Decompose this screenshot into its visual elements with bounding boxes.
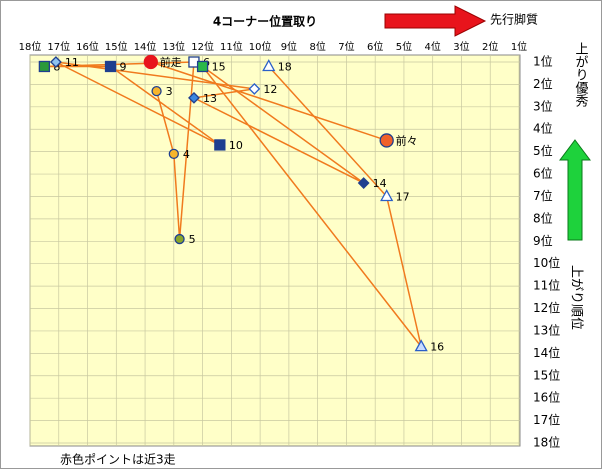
y-tick-label: 6位 [533, 166, 553, 181]
connector-line [150, 61, 387, 142]
point [414, 339, 428, 352]
point [38, 60, 51, 73]
point-label: 9 [120, 60, 127, 73]
point-label: 5 [189, 233, 196, 246]
y-tick-label: 18位 [533, 435, 560, 450]
y-tick-label: 5位 [533, 143, 553, 158]
y-tick-label: 13位 [533, 322, 560, 337]
y-tick-label: 14位 [533, 345, 560, 360]
point-label: 14 [373, 177, 387, 190]
point-label: 13 [203, 92, 217, 105]
point [168, 148, 179, 160]
x-tick-label: 6位 [367, 40, 383, 53]
footnote: 赤色ポイントは近3走 [60, 453, 176, 467]
point [143, 54, 158, 70]
x-annotation: 先行脚質 [490, 12, 538, 27]
y-tick-label: 3位 [533, 98, 553, 113]
point [379, 133, 394, 148]
point [357, 177, 370, 189]
point-label: 17 [396, 190, 410, 203]
point [262, 59, 276, 72]
x-tick-label: 17位 [47, 40, 70, 53]
x-tick-label: 2位 [482, 40, 498, 53]
point [380, 189, 394, 202]
point-label: 8 [53, 60, 60, 73]
y-tick-label: 15位 [533, 367, 560, 382]
arrow-right [384, 5, 487, 37]
point-label: 前走 [160, 55, 182, 69]
y-tick-label: 1位 [533, 54, 553, 69]
x-tick-label: 7位 [338, 40, 354, 53]
y-tick-label: 8位 [533, 210, 553, 225]
y-tick-label: 17位 [533, 412, 560, 427]
point-label: 12 [263, 83, 277, 96]
x-tick-label: 14位 [134, 40, 157, 53]
point-label: 15 [212, 60, 226, 73]
y-tick-label: 2位 [533, 76, 553, 91]
point [104, 60, 117, 73]
point-label: 18 [278, 60, 292, 73]
x-tick-label: 3位 [453, 40, 469, 53]
x-tick-label: 13位 [162, 40, 185, 53]
y-tick-label: 12位 [533, 300, 560, 315]
x-tick-label: 1位 [511, 40, 527, 53]
x-tick-label: 8位 [309, 40, 325, 53]
plot-area [29, 54, 521, 447]
point [49, 56, 62, 68]
point-label: 16 [430, 341, 444, 354]
point [248, 82, 261, 95]
y-tick-label: 11位 [533, 278, 560, 293]
y-axis-label: 上がり順位 [569, 265, 584, 330]
x-tick-label: 18位 [19, 40, 42, 53]
x-tick-label: 15位 [105, 40, 128, 53]
x-tick-label: 4位 [425, 40, 441, 53]
y-tick-label: 7位 [533, 188, 553, 203]
point [196, 60, 209, 73]
point-label: 3 [166, 85, 173, 98]
point [174, 233, 185, 245]
y-tick-label: 10位 [533, 255, 560, 270]
x-tick-label: 5位 [396, 40, 412, 53]
point [151, 85, 162, 97]
y-tick-label: 4位 [533, 121, 553, 136]
point-label: 10 [229, 139, 243, 152]
arrow-up [559, 139, 591, 241]
x-tick-label: 12位 [191, 40, 214, 53]
point-label: 前々 [396, 133, 418, 147]
x-tick-label: 10位 [249, 40, 272, 53]
point-label: 4 [183, 148, 190, 161]
x-tick-label: 9位 [281, 40, 297, 53]
x-tick-label: 11位 [220, 40, 243, 53]
point [214, 139, 226, 151]
point [188, 91, 200, 104]
x-tick-label: 16位 [76, 40, 99, 53]
y-tick-label: 9位 [533, 233, 553, 248]
chart-title: 4コーナー位置取り [213, 14, 317, 29]
y-annotation: 上がり優秀 [573, 42, 589, 108]
point-label: 11 [65, 56, 79, 69]
y-tick-label: 16位 [533, 390, 560, 405]
